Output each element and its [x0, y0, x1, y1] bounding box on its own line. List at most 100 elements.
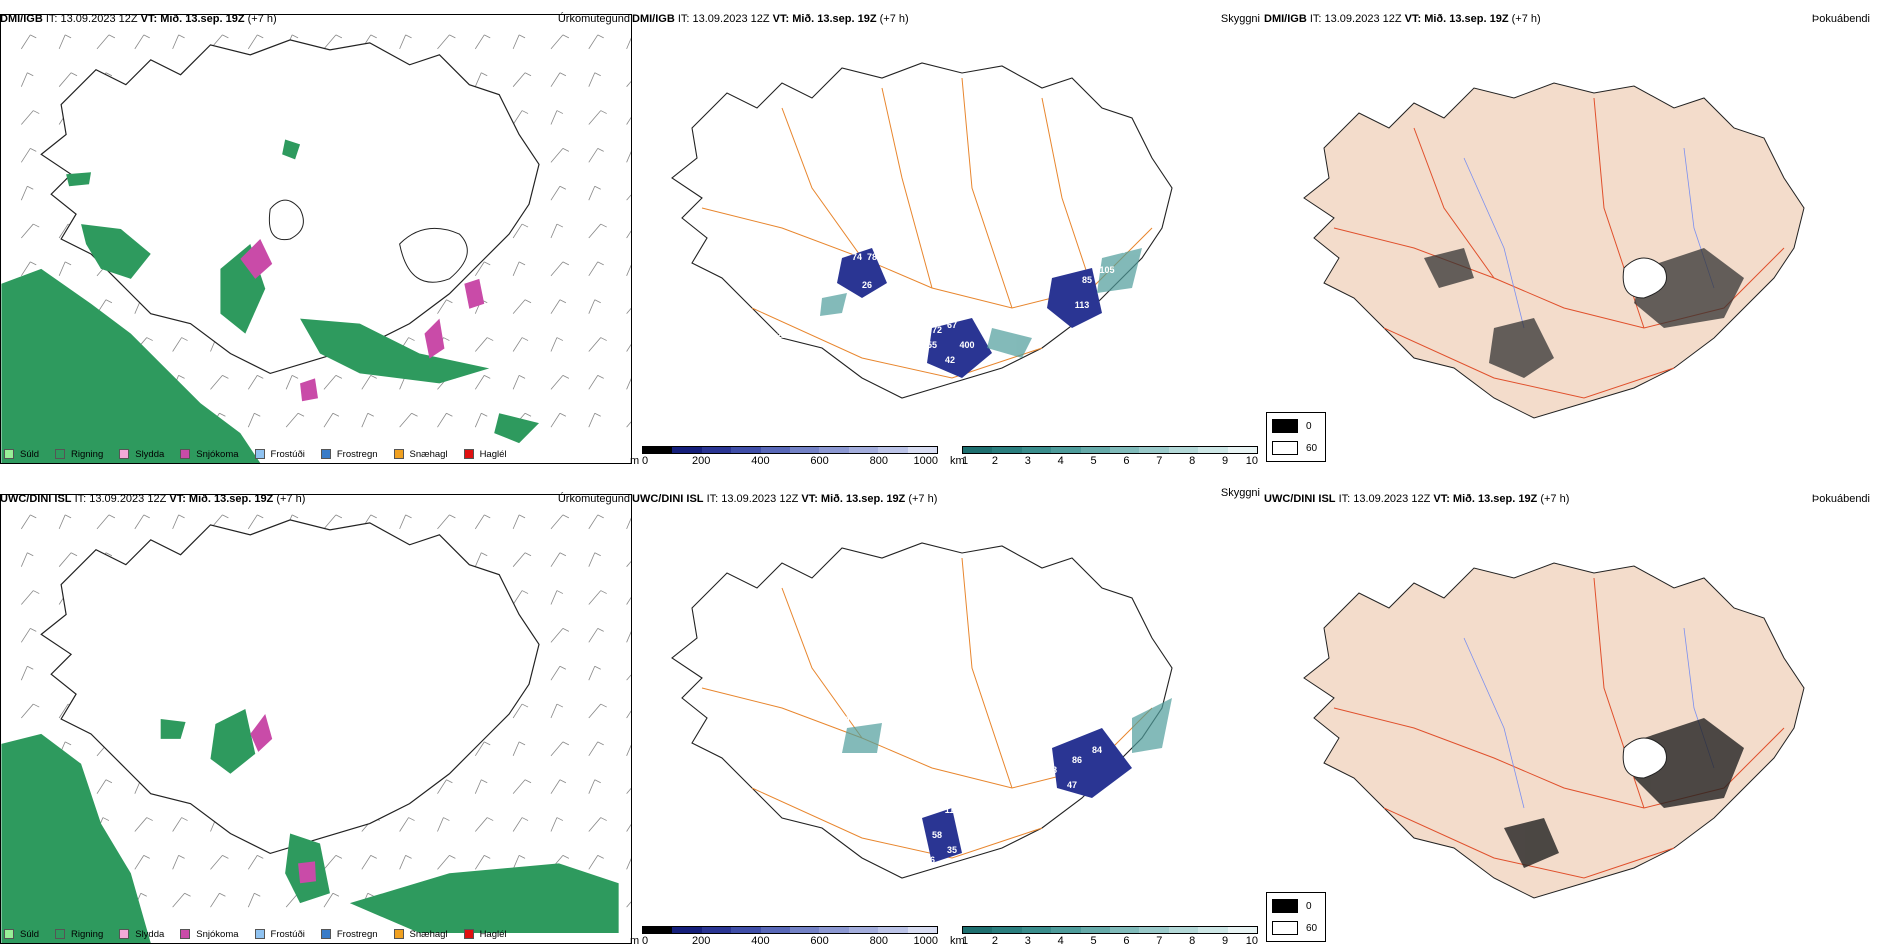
wind-barb	[247, 892, 261, 908]
init-time: IT: 13.09.2023 12Z	[45, 13, 138, 25]
colorbar-segment	[819, 447, 849, 453]
init-time: IT: 13.09.2023 12Z	[677, 13, 770, 25]
legend-label: Snjókoma	[196, 928, 239, 940]
valid-time: VT: Mið. 13.sep. 19Z	[169, 493, 274, 505]
precip-type-panel-bottom: UWC/DINI ISL IT: 13.09.2023 12Z VT: Mið.…	[0, 492, 632, 944]
wind-barb	[437, 412, 453, 428]
colorbar-segment	[1198, 927, 1228, 933]
fog-map[interactable]	[1264, 508, 1864, 918]
legend-item: Rigning	[55, 929, 103, 940]
legend-label: Frostregn	[336, 928, 378, 940]
wind-barb	[474, 337, 494, 352]
legend-item: Snjókoma	[180, 449, 239, 460]
wind-barb	[437, 299, 453, 314]
legend-item: Frostregn	[320, 449, 378, 460]
colorbar-segment	[790, 927, 820, 933]
precip-map[interactable]	[0, 14, 632, 464]
colorbar-tick: 0	[642, 455, 649, 467]
wind-barb	[399, 412, 418, 428]
fog-map[interactable]	[1264, 28, 1864, 438]
wind-barb	[550, 337, 564, 352]
panel-header: DMI/IGB IT: 13.09.2023 12Z VT: Mið. 13.s…	[0, 12, 632, 26]
legend-swatch	[463, 449, 474, 459]
wind-barb	[626, 151, 631, 163]
wind-barb	[285, 412, 305, 428]
cloud-low	[837, 248, 1102, 378]
precip-map[interactable]	[0, 494, 632, 944]
valid-time: VT: Mið. 13.sep. 19Z	[1404, 13, 1509, 25]
colorbar-tick: 400	[751, 455, 770, 467]
wind-barb	[474, 375, 491, 390]
init-time: IT: 13.09.2023 12Z	[1338, 493, 1431, 505]
wind-barb	[626, 787, 631, 794]
wind-barb	[474, 552, 488, 567]
cloud-base-label: 130	[864, 225, 879, 235]
colorbar-tick: 9	[1222, 455, 1229, 467]
wind-barb	[474, 261, 491, 277]
legend-swatch	[463, 929, 474, 939]
wind-barb	[474, 741, 491, 757]
visibility-colorbar: km 1 2 3 4 5 6 7 8 9 10	[950, 926, 1258, 948]
cloud-base-colorbar: m 0 200 400 600 800 1000	[630, 446, 938, 468]
wind-barb	[134, 34, 150, 50]
panel-header: DMI/IGB IT: 13.09.2023 12Z VT: Mið. 13.s…	[1264, 12, 1900, 26]
colorbar-segment	[848, 447, 879, 453]
cloud-base-label: 78	[867, 252, 877, 262]
colorbar-unit: m	[630, 935, 640, 947]
wind-barb	[588, 412, 601, 428]
precip-legend: Súld Rigning Slydda Snjókoma Frostúði Frostre…	[4, 446, 507, 462]
panel-title: Þokuábendi	[1811, 493, 1870, 505]
colorbar-segment	[1227, 447, 1258, 453]
panel-header: UWC/DINI ISL IT: 13.09.2023 12Z VT: Mið.…	[632, 487, 1264, 506]
colorbar-tick: 1	[962, 455, 969, 467]
wind-barb	[172, 34, 185, 50]
panel-title: Skyggni	[1220, 487, 1260, 499]
wind-barb	[247, 514, 264, 530]
legend-swatch	[55, 929, 66, 939]
cloud-base-label: 22	[777, 330, 787, 340]
wind-barb	[512, 703, 529, 719]
legend-label: Súld	[20, 928, 40, 940]
cloud-base-label: 35	[947, 845, 957, 855]
legend-label: Súld	[20, 448, 40, 460]
cloud-base-label: 26	[862, 280, 872, 290]
wind-barb	[550, 299, 567, 314]
cloud-base-label: 76	[817, 740, 827, 750]
wind-barb	[247, 412, 261, 428]
wind-barb	[474, 514, 491, 530]
legend-swatch	[4, 449, 14, 459]
colorbar-tick: 10	[1245, 935, 1258, 947]
panel-title: Úrkomutegund	[557, 13, 630, 25]
colorbar-segment	[790, 447, 820, 453]
wind-barb	[20, 148, 37, 163]
valid-time: VT: Mið. 13.sep. 19Z	[1433, 493, 1538, 505]
cloud-base-label: 85	[1082, 275, 1092, 285]
wind-barb	[96, 34, 116, 50]
wind-barb	[512, 817, 529, 832]
wind-barb	[626, 230, 631, 239]
white-swatch	[1272, 921, 1298, 935]
wind-barb	[626, 80, 631, 87]
cloud-base-map[interactable]: 204 100 76 113 58 35 46 123 86 84 47 68	[632, 508, 1264, 918]
fog-legend-min: 0	[1306, 420, 1312, 432]
colorbar-tick: 800	[869, 455, 888, 467]
wind-barb	[588, 110, 607, 125]
glacier-outline	[268, 199, 304, 241]
colorbar-tick: 4	[1057, 935, 1064, 947]
valid-time: VT: Mið. 13.sep. 19Z	[140, 13, 245, 25]
wind-barb	[58, 552, 78, 567]
legend-label: Snæhagl	[409, 448, 448, 460]
colorbar-segment	[672, 927, 702, 933]
colorbar-tick: 6	[1123, 935, 1130, 947]
wind-barb	[512, 223, 529, 239]
colorbar-segment	[1168, 927, 1199, 933]
colorbar-tick: 10	[1245, 455, 1258, 467]
wind-barb	[20, 34, 37, 50]
wind-barb	[626, 343, 631, 352]
wind-barb	[58, 72, 78, 87]
wind-barb	[588, 299, 601, 314]
fog-legend-min: 0	[1306, 900, 1312, 912]
wind-barb	[247, 855, 264, 870]
wind-barb	[588, 337, 607, 352]
